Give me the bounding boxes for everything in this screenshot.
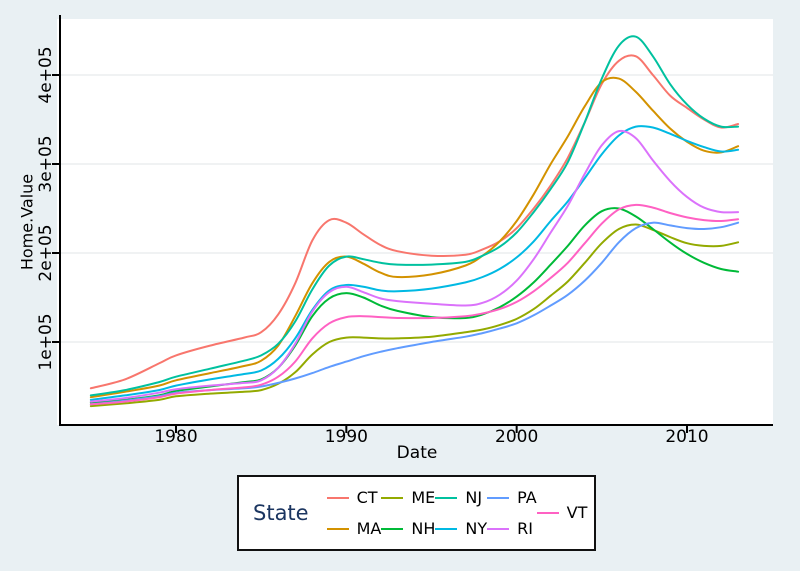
legend-title: State (253, 501, 309, 525)
legend-entry-ny: NY (435, 518, 487, 539)
x-tick-label: 1980 (154, 427, 198, 447)
legend-entry-vt: VT (536, 503, 588, 524)
series-line-me (89, 223, 740, 408)
series-line-nh (89, 207, 740, 404)
y-tick-label: 3e+05 (36, 135, 56, 193)
legend-column: CT MA (326, 487, 382, 539)
x-tick-label: 2010 (665, 427, 709, 447)
legend-entry-pa: PA (487, 487, 537, 508)
legend-box: State CT MA ME NH NJ NY PA RI VT (237, 475, 596, 551)
series-line-ri (89, 129, 740, 403)
x-axis-title: Date (396, 443, 438, 463)
x-tick-label: 1990 (324, 427, 368, 447)
legend-entry-nh: NH (381, 518, 435, 539)
series-line-ny (89, 124, 740, 401)
legend-swatch-nj (435, 496, 458, 499)
legend-entry-ct: CT (326, 487, 382, 508)
series-line-ct (89, 54, 740, 390)
y-tick-label: 4e+05 (36, 46, 56, 104)
legend-label: VT (566, 503, 588, 522)
legend-swatch-ma (326, 527, 349, 530)
legend-entries: CT MA ME NH NJ NY PA RI VT (326, 487, 588, 539)
legend-swatch-ny (435, 527, 458, 530)
legend-label: PA (517, 487, 537, 507)
legend-swatch-me (381, 496, 404, 499)
legend-column: VT (536, 487, 588, 539)
legend-label: MA (356, 518, 382, 538)
legend-label: RI (517, 518, 533, 538)
series-line-vt (89, 203, 740, 406)
legend-label: CT (356, 487, 378, 507)
legend-swatch-ct (326, 496, 349, 499)
series-line-pa (89, 221, 740, 406)
legend-label: NY (465, 518, 488, 538)
legend-entry-nj: NJ (435, 487, 487, 508)
series-line-nj (89, 35, 740, 397)
legend-swatch-nh (381, 527, 404, 530)
legend-entry-ri: RI (487, 518, 537, 539)
legend-swatch-ri (487, 527, 510, 530)
legend-column: ME NH (381, 487, 435, 539)
legend-swatch-vt (536, 512, 559, 514)
y-axis-title: Home.Value (17, 173, 37, 271)
x-tick-label: 2000 (495, 427, 539, 447)
legend-entry-ma: MA (326, 518, 382, 539)
legend-label: NJ (465, 487, 483, 507)
legend-column: PA RI (487, 487, 537, 539)
plot-panel (57, 19, 773, 425)
legend-swatch-pa (487, 496, 510, 499)
y-tick-label: 1e+05 (36, 313, 56, 371)
legend-label: NH (411, 518, 436, 538)
legend-column: NJ NY (435, 487, 487, 539)
legend-label: ME (411, 487, 436, 507)
legend-entry-me: ME (381, 487, 435, 508)
y-tick-label: 2e+05 (36, 224, 56, 282)
series-line-ma (89, 76, 740, 399)
